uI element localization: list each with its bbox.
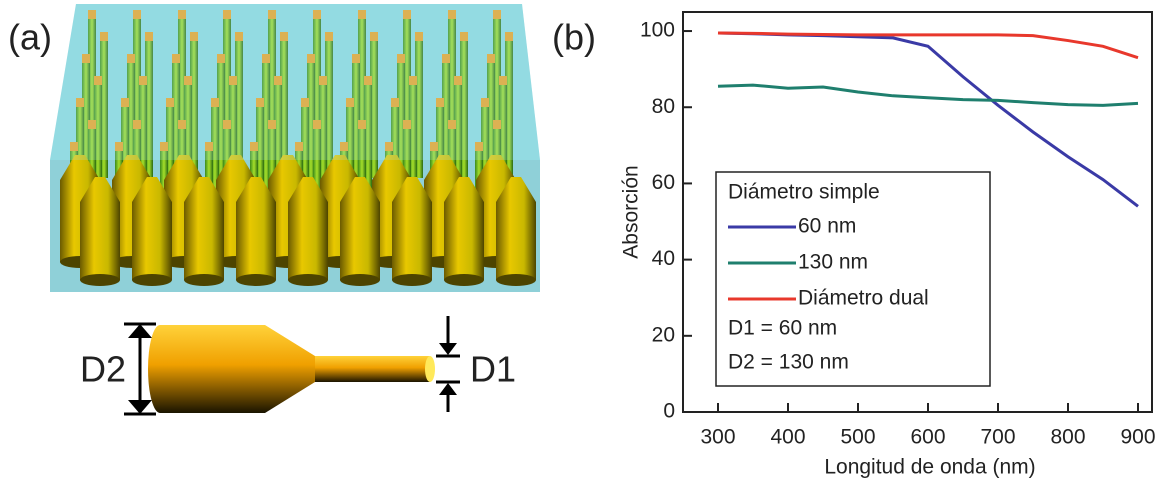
cylinder-base <box>392 274 432 286</box>
cylinder <box>80 202 120 280</box>
arrowhead <box>128 400 152 414</box>
nanowire-illustration: (a) D2 D1 <box>8 4 540 414</box>
cylinder-base <box>132 274 172 286</box>
wire-tip <box>425 356 435 382</box>
arrowhead <box>439 343 457 355</box>
legend-title: Diámetro simple <box>728 181 880 204</box>
cylinder <box>392 202 432 280</box>
cylinder-base <box>80 274 120 286</box>
legend-note: D2 = 130 nm <box>728 351 849 374</box>
figure: (a) D2 D1 (b) Longitud de onda (nm) Abso… <box>0 0 1170 487</box>
cylinder <box>236 202 276 280</box>
legend-label: 60 nm <box>798 215 856 238</box>
y-tick-label: 80 <box>652 95 675 118</box>
x-tick-label: 700 <box>980 426 1015 449</box>
cylinder-base <box>444 274 484 286</box>
legend-label: Diámetro dual <box>798 287 929 310</box>
d1-label: D1 <box>470 349 516 390</box>
y-tick-label: 40 <box>652 247 675 270</box>
x-tick-label: 900 <box>1120 426 1155 449</box>
x-tick-label: 300 <box>700 426 735 449</box>
x-tick-label: 500 <box>840 426 875 449</box>
wire-thick <box>160 325 265 413</box>
arrowhead <box>128 324 152 338</box>
wire-cone <box>265 325 315 413</box>
cylinder <box>444 202 484 280</box>
wire-thin <box>315 356 430 382</box>
d2-label: D2 <box>80 349 126 390</box>
x-tick-label: 400 <box>770 426 805 449</box>
y-tick-label: 100 <box>640 19 675 42</box>
panel-label: (b) <box>552 17 596 58</box>
matrix-overlay <box>50 4 540 160</box>
panel-label: (a) <box>8 17 52 58</box>
cylinder-base <box>236 274 276 286</box>
cylinder <box>496 202 536 280</box>
x-tick-label: 800 <box>1050 426 1085 449</box>
series-line <box>718 85 1138 105</box>
x-axis-title: Longitud de onda (nm) <box>824 456 1035 479</box>
wire-end <box>148 325 172 413</box>
y-tick-label: 60 <box>652 171 675 194</box>
cylinder-base <box>288 274 328 286</box>
cylinder-base <box>496 274 536 286</box>
cylinder <box>288 202 328 280</box>
legend-label: 130 nm <box>798 251 868 274</box>
cylinder <box>184 202 224 280</box>
y-tick-label: 20 <box>652 323 675 346</box>
cylinder <box>340 202 380 280</box>
y-tick-label: 0 <box>663 400 675 423</box>
x-tick-label: 600 <box>910 426 945 449</box>
legend-note: D1 = 60 nm <box>728 317 837 340</box>
y-axis-title: Absorción <box>620 165 643 258</box>
cylinder <box>132 202 172 280</box>
cylinder-base <box>184 274 224 286</box>
cylinder-base <box>340 274 380 286</box>
